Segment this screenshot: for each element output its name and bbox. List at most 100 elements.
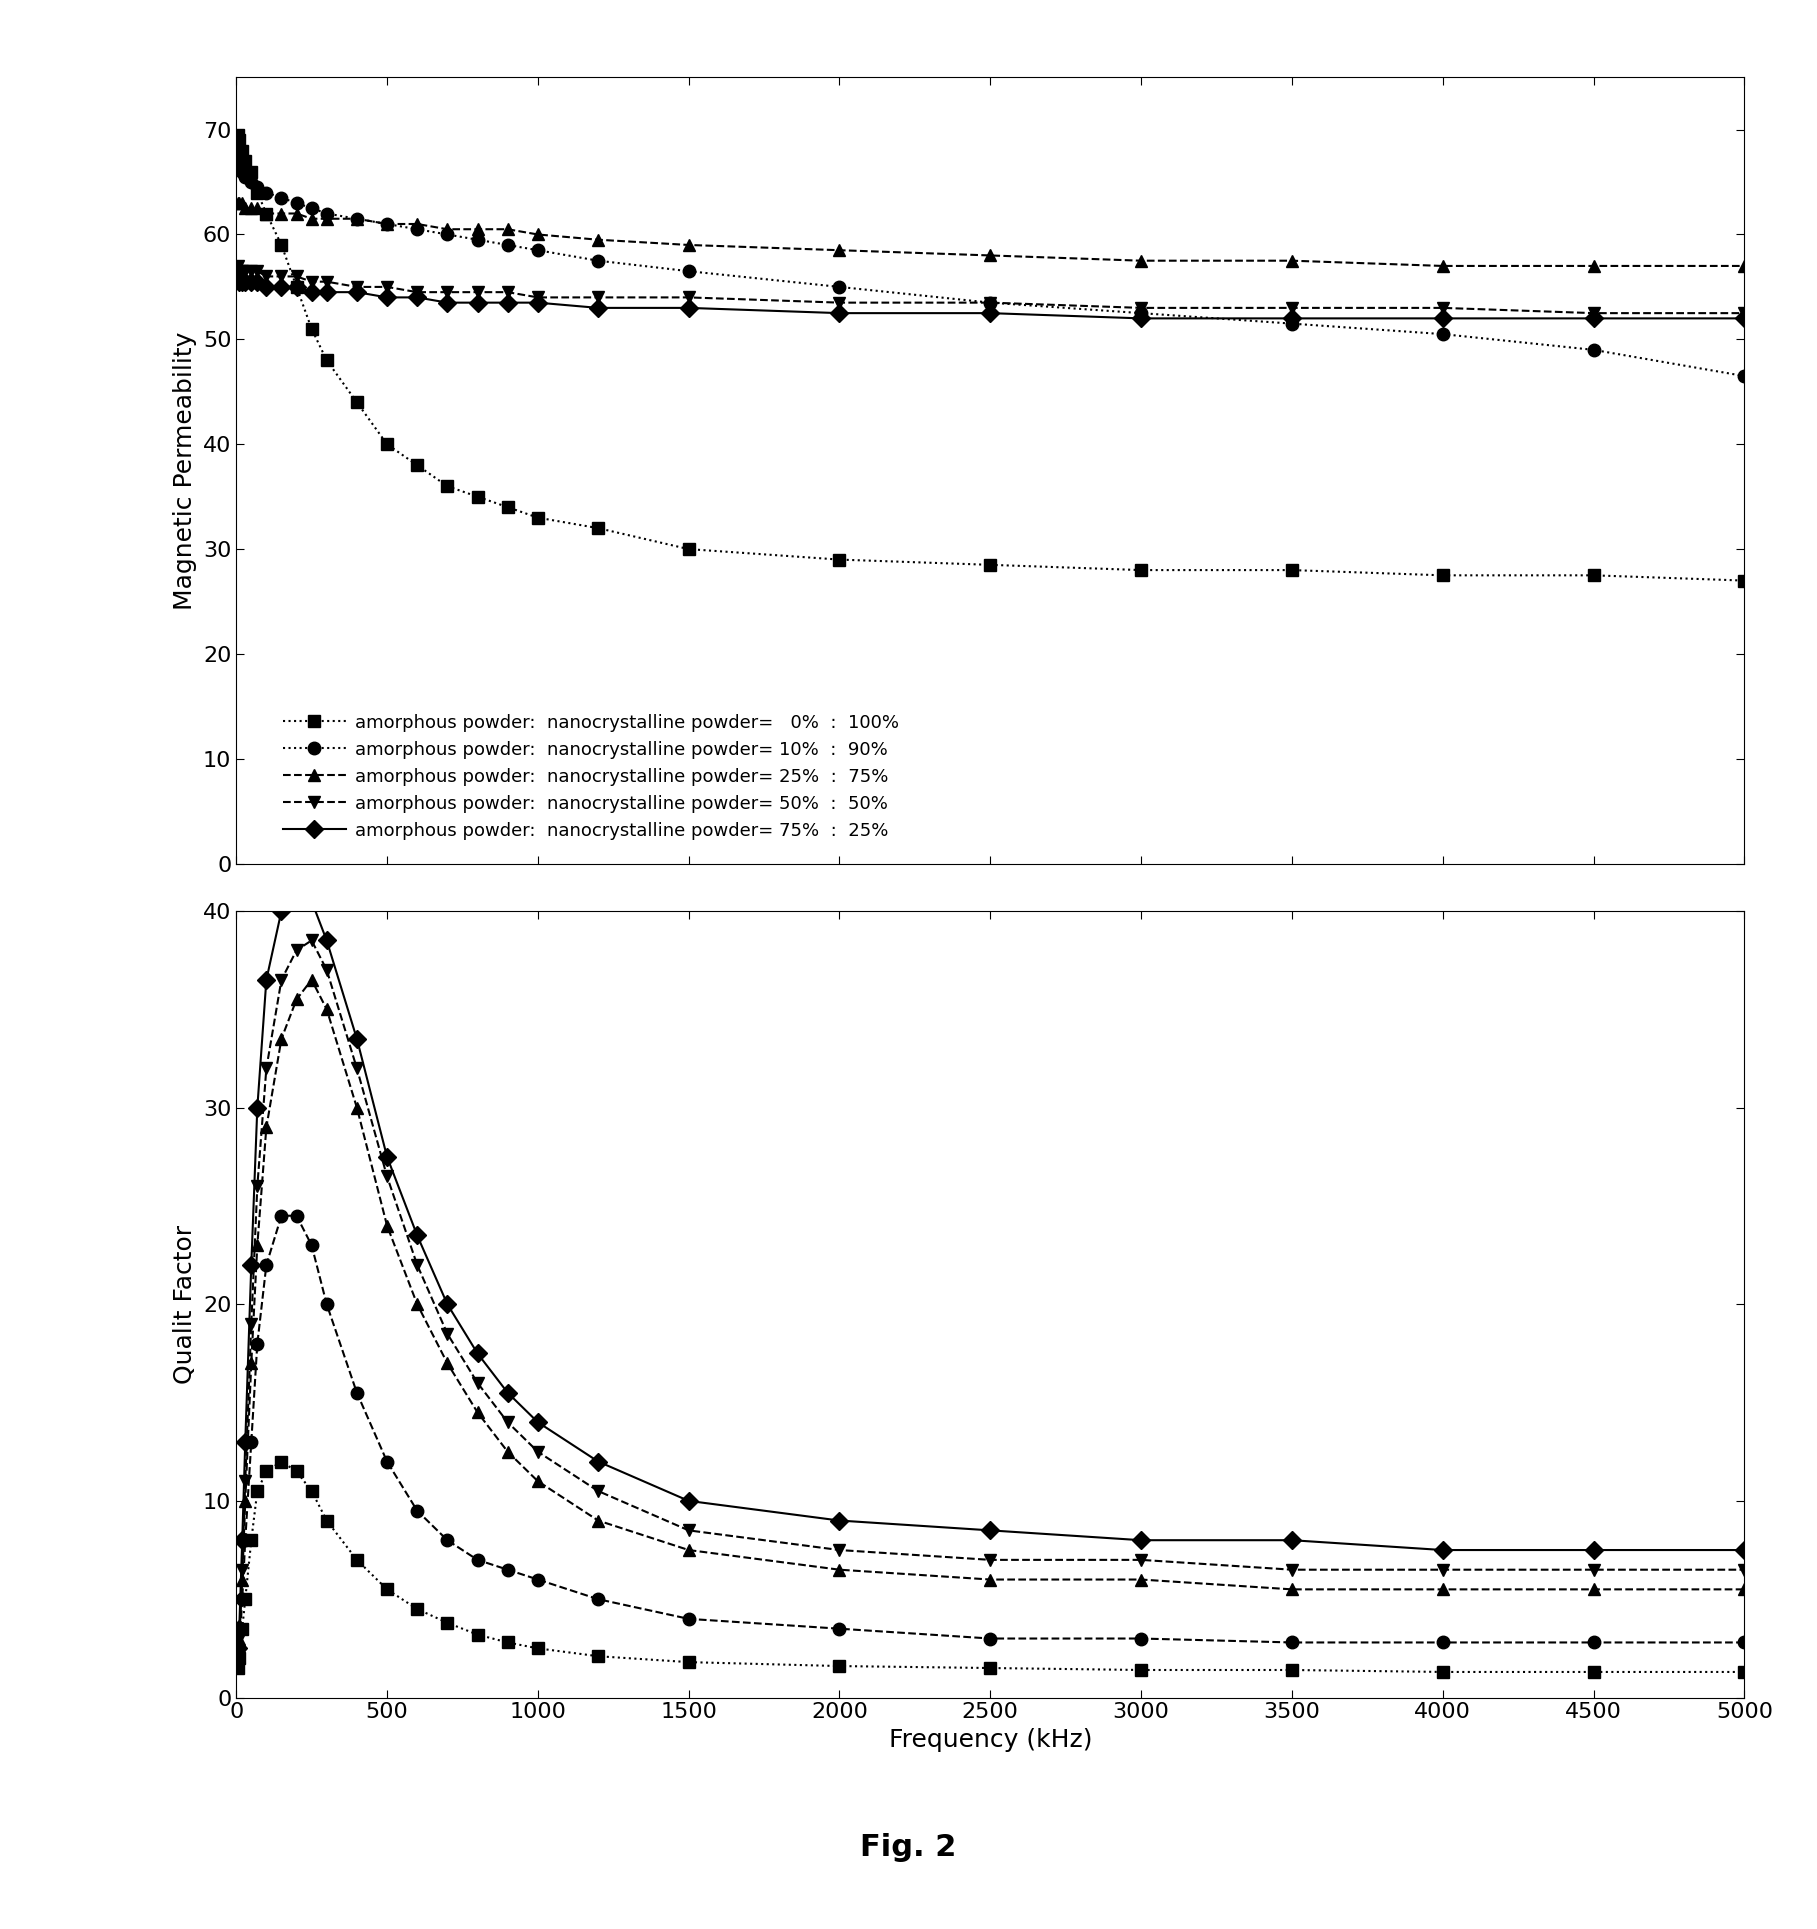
amorphous powder:  nanocrystalline powder=   0%  :  100%: (500, 40): nanocrystalline powder= 0% : 100%: (500,… <box>376 432 398 455</box>
amorphous powder:  nanocrystalline powder= 50%  :  50%: (900, 54.5): nanocrystalline powder= 50% : 50%: (900,… <box>496 280 518 303</box>
amorphous powder:  nanocrystalline powder= 25%  :  75%: (600, 61): nanocrystalline powder= 25% : 75%: (600,… <box>407 212 429 235</box>
amorphous powder:  nanocrystalline powder= 25%  :  75%: (2.5e+03, 58): nanocrystalline powder= 25% : 75%: (2.5e… <box>979 243 1001 266</box>
amorphous powder:  nanocrystalline powder= 50%  :  50%: (800, 54.5): nanocrystalline powder= 50% : 50%: (800,… <box>467 280 489 303</box>
amorphous powder:  nanocrystalline powder=   0%  :  100%: (1.2e+03, 32): nanocrystalline powder= 0% : 100%: (1.2e… <box>587 517 609 540</box>
amorphous powder:  nanocrystalline powder= 25%  :  75%: (150, 62): nanocrystalline powder= 25% : 75%: (150,… <box>271 203 293 226</box>
amorphous powder:  nanocrystalline powder= 50%  :  50%: (10, 56.5): nanocrystalline powder= 50% : 50%: (10, … <box>229 260 251 284</box>
amorphous powder:  nanocrystalline powder= 25%  :  75%: (300, 61.5): nanocrystalline powder= 25% : 75%: (300,… <box>316 206 338 230</box>
amorphous powder:  nanocrystalline powder= 10%  :  90%: (5, 67): nanocrystalline powder= 10% : 90%: (5, 6… <box>227 149 249 172</box>
amorphous powder:  nanocrystalline powder=   0%  :  100%: (1e+03, 33): nanocrystalline powder= 0% : 100%: (1e+0… <box>527 505 549 529</box>
amorphous powder:  nanocrystalline powder= 25%  :  75%: (4.5e+03, 57): nanocrystalline powder= 25% : 75%: (4.5e… <box>1583 255 1604 278</box>
amorphous powder:  nanocrystalline powder= 50%  :  50%: (2e+03, 53.5): nanocrystalline powder= 50% : 50%: (2e+0… <box>829 291 850 314</box>
amorphous powder:  nanocrystalline powder= 25%  :  75%: (200, 62): nanocrystalline powder= 25% : 75%: (200,… <box>285 203 307 226</box>
amorphous powder:  nanocrystalline powder= 10%  :  90%: (4.5e+03, 49): nanocrystalline powder= 10% : 90%: (4.5e… <box>1583 338 1604 361</box>
amorphous powder:  nanocrystalline powder= 75%  :  25%: (5, 56): nanocrystalline powder= 75% : 25%: (5, 5… <box>227 264 249 287</box>
amorphous powder:  nanocrystalline powder= 25%  :  75%: (250, 61.5): nanocrystalline powder= 25% : 75%: (250,… <box>302 206 323 230</box>
amorphous powder:  nanocrystalline powder= 75%  :  25%: (2.5e+03, 52.5): nanocrystalline powder= 75% : 25%: (2.5e… <box>979 301 1001 324</box>
amorphous powder:  nanocrystalline powder= 25%  :  75%: (30, 62.5): nanocrystalline powder= 25% : 75%: (30, … <box>234 197 256 220</box>
amorphous powder:  nanocrystalline powder= 10%  :  90%: (3e+03, 52.5): nanocrystalline powder= 10% : 90%: (3e+0… <box>1130 301 1152 324</box>
amorphous powder:  nanocrystalline powder=   0%  :  100%: (3.5e+03, 28): nanocrystalline powder= 0% : 100%: (3.5e… <box>1281 559 1303 583</box>
amorphous powder:  nanocrystalline powder= 50%  :  50%: (700, 54.5): nanocrystalline powder= 50% : 50%: (700,… <box>436 280 458 303</box>
amorphous powder:  nanocrystalline powder=   0%  :  100%: (150, 59): nanocrystalline powder= 0% : 100%: (150,… <box>271 233 293 257</box>
Line: amorphous powder:  nanocrystalline powder= 25%  :  75%: amorphous powder: nanocrystalline powder… <box>231 197 1750 272</box>
amorphous powder:  nanocrystalline powder= 75%  :  25%: (1.5e+03, 53): nanocrystalline powder= 75% : 25%: (1.5e… <box>678 297 700 320</box>
amorphous powder:  nanocrystalline powder= 50%  :  50%: (100, 56): nanocrystalline powder= 50% : 50%: (100,… <box>256 264 278 287</box>
amorphous powder:  nanocrystalline powder= 10%  :  90%: (50, 65): nanocrystalline powder= 10% : 90%: (50, … <box>240 170 262 193</box>
amorphous powder:  nanocrystalline powder=   0%  :  100%: (900, 34): nanocrystalline powder= 0% : 100%: (900,… <box>496 496 518 519</box>
amorphous powder:  nanocrystalline powder= 10%  :  90%: (20, 66): nanocrystalline powder= 10% : 90%: (20, … <box>231 160 253 183</box>
amorphous powder:  nanocrystalline powder= 75%  :  25%: (200, 55): nanocrystalline powder= 75% : 25%: (200,… <box>285 276 307 299</box>
amorphous powder:  nanocrystalline powder= 50%  :  50%: (4.5e+03, 52.5): nanocrystalline powder= 50% : 50%: (4.5e… <box>1583 301 1604 324</box>
amorphous powder:  nanocrystalline powder= 25%  :  75%: (70, 62.5): nanocrystalline powder= 25% : 75%: (70, … <box>247 197 269 220</box>
Y-axis label: Magnetic Permeability: Magnetic Permeability <box>173 332 198 610</box>
amorphous powder:  nanocrystalline powder= 25%  :  75%: (20, 63): nanocrystalline powder= 25% : 75%: (20, … <box>231 191 253 214</box>
amorphous powder:  nanocrystalline powder= 10%  :  90%: (2.5e+03, 53.5): nanocrystalline powder= 10% : 90%: (2.5e… <box>979 291 1001 314</box>
amorphous powder:  nanocrystalline powder= 10%  :  90%: (200, 63): nanocrystalline powder= 10% : 90%: (200,… <box>285 191 307 214</box>
amorphous powder:  nanocrystalline powder=   0%  :  100%: (1.5e+03, 30): nanocrystalline powder= 0% : 100%: (1.5e… <box>678 538 700 561</box>
amorphous powder:  nanocrystalline powder= 75%  :  25%: (900, 53.5): nanocrystalline powder= 75% : 25%: (900,… <box>496 291 518 314</box>
amorphous powder:  nanocrystalline powder= 75%  :  25%: (700, 53.5): nanocrystalline powder= 75% : 25%: (700,… <box>436 291 458 314</box>
amorphous powder:  nanocrystalline powder=   0%  :  100%: (250, 51): nanocrystalline powder= 0% : 100%: (250,… <box>302 316 323 340</box>
amorphous powder:  nanocrystalline powder= 75%  :  25%: (1.2e+03, 53): nanocrystalline powder= 75% : 25%: (1.2e… <box>587 297 609 320</box>
amorphous powder:  nanocrystalline powder= 10%  :  90%: (900, 59): nanocrystalline powder= 10% : 90%: (900,… <box>496 233 518 257</box>
amorphous powder:  nanocrystalline powder= 25%  :  75%: (3e+03, 57.5): nanocrystalline powder= 25% : 75%: (3e+0… <box>1130 249 1152 272</box>
amorphous powder:  nanocrystalline powder= 50%  :  50%: (5, 57): nanocrystalline powder= 50% : 50%: (5, 5… <box>227 255 249 278</box>
amorphous powder:  nanocrystalline powder= 25%  :  75%: (4e+03, 57): nanocrystalline powder= 25% : 75%: (4e+0… <box>1432 255 1454 278</box>
amorphous powder:  nanocrystalline powder= 75%  :  25%: (500, 54): nanocrystalline powder= 75% : 25%: (500,… <box>376 285 398 309</box>
amorphous powder:  nanocrystalline powder= 25%  :  75%: (50, 62.5): nanocrystalline powder= 25% : 75%: (50, … <box>240 197 262 220</box>
amorphous powder:  nanocrystalline powder=   0%  :  100%: (4e+03, 27.5): nanocrystalline powder= 0% : 100%: (4e+0… <box>1432 563 1454 586</box>
amorphous powder:  nanocrystalline powder= 10%  :  90%: (2e+03, 55): nanocrystalline powder= 10% : 90%: (2e+0… <box>829 276 850 299</box>
amorphous powder:  nanocrystalline powder= 25%  :  75%: (100, 62): nanocrystalline powder= 25% : 75%: (100,… <box>256 203 278 226</box>
amorphous powder:  nanocrystalline powder=   0%  :  100%: (10, 69): nanocrystalline powder= 0% : 100%: (10, … <box>229 129 251 152</box>
amorphous powder:  nanocrystalline powder=   0%  :  100%: (800, 35): nanocrystalline powder= 0% : 100%: (800,… <box>467 484 489 507</box>
amorphous powder:  nanocrystalline powder= 50%  :  50%: (400, 55): nanocrystalline powder= 50% : 50%: (400,… <box>345 276 367 299</box>
amorphous powder:  nanocrystalline powder= 10%  :  90%: (600, 60.5): nanocrystalline powder= 10% : 90%: (600,… <box>407 218 429 241</box>
amorphous powder:  nanocrystalline powder= 10%  :  90%: (10, 66.5): nanocrystalline powder= 10% : 90%: (10, … <box>229 154 251 177</box>
amorphous powder:  nanocrystalline powder= 75%  :  25%: (5e+03, 52): nanocrystalline powder= 75% : 25%: (5e+0… <box>1733 307 1755 330</box>
amorphous powder:  nanocrystalline powder= 75%  :  25%: (4e+03, 52): nanocrystalline powder= 75% : 25%: (4e+0… <box>1432 307 1454 330</box>
amorphous powder:  nanocrystalline powder= 10%  :  90%: (3.5e+03, 51.5): nanocrystalline powder= 10% : 90%: (3.5e… <box>1281 312 1303 336</box>
amorphous powder:  nanocrystalline powder= 50%  :  50%: (5e+03, 52.5): nanocrystalline powder= 50% : 50%: (5e+0… <box>1733 301 1755 324</box>
amorphous powder:  nanocrystalline powder= 25%  :  75%: (400, 61.5): nanocrystalline powder= 25% : 75%: (400,… <box>345 206 367 230</box>
amorphous powder:  nanocrystalline powder= 25%  :  75%: (1.2e+03, 59.5): nanocrystalline powder= 25% : 75%: (1.2e… <box>587 228 609 251</box>
amorphous powder:  nanocrystalline powder=   0%  :  100%: (600, 38): nanocrystalline powder= 0% : 100%: (600,… <box>407 453 429 476</box>
amorphous powder:  nanocrystalline powder= 75%  :  25%: (3e+03, 52): nanocrystalline powder= 75% : 25%: (3e+0… <box>1130 307 1152 330</box>
amorphous powder:  nanocrystalline powder=   0%  :  100%: (4.5e+03, 27.5): nanocrystalline powder= 0% : 100%: (4.5e… <box>1583 563 1604 586</box>
amorphous powder:  nanocrystalline powder= 75%  :  25%: (20, 55.5): nanocrystalline powder= 75% : 25%: (20, … <box>231 270 253 293</box>
amorphous powder:  nanocrystalline powder= 75%  :  25%: (3.5e+03, 52): nanocrystalline powder= 75% : 25%: (3.5e… <box>1281 307 1303 330</box>
amorphous powder:  nanocrystalline powder=   0%  :  100%: (3e+03, 28): nanocrystalline powder= 0% : 100%: (3e+0… <box>1130 559 1152 583</box>
amorphous powder:  nanocrystalline powder= 50%  :  50%: (250, 55.5): nanocrystalline powder= 50% : 50%: (250,… <box>302 270 323 293</box>
amorphous powder:  nanocrystalline powder=   0%  :  100%: (300, 48): nanocrystalline powder= 0% : 100%: (300,… <box>316 349 338 372</box>
amorphous powder:  nanocrystalline powder= 75%  :  25%: (1e+03, 53.5): nanocrystalline powder= 75% : 25%: (1e+0… <box>527 291 549 314</box>
amorphous powder:  nanocrystalline powder= 75%  :  25%: (50, 55.5): nanocrystalline powder= 75% : 25%: (50, … <box>240 270 262 293</box>
amorphous powder:  nanocrystalline powder= 75%  :  25%: (150, 55): nanocrystalline powder= 75% : 25%: (150,… <box>271 276 293 299</box>
Text: Fig. 2: Fig. 2 <box>859 1833 958 1861</box>
amorphous powder:  nanocrystalline powder= 50%  :  50%: (200, 56): nanocrystalline powder= 50% : 50%: (200,… <box>285 264 307 287</box>
amorphous powder:  nanocrystalline powder= 10%  :  90%: (100, 64): nanocrystalline powder= 10% : 90%: (100,… <box>256 181 278 204</box>
amorphous powder:  nanocrystalline powder=   0%  :  100%: (400, 44): nanocrystalline powder= 0% : 100%: (400,… <box>345 392 367 415</box>
amorphous powder:  nanocrystalline powder= 10%  :  90%: (30, 65.5): nanocrystalline powder= 10% : 90%: (30, … <box>234 166 256 189</box>
amorphous powder:  nanocrystalline powder=   0%  :  100%: (20, 68): nanocrystalline powder= 0% : 100%: (20, … <box>231 139 253 162</box>
amorphous powder:  nanocrystalline powder= 50%  :  50%: (2.5e+03, 53.5): nanocrystalline powder= 50% : 50%: (2.5e… <box>979 291 1001 314</box>
amorphous powder:  nanocrystalline powder= 50%  :  50%: (50, 56.5): nanocrystalline powder= 50% : 50%: (50, … <box>240 260 262 284</box>
Legend: amorphous powder:  nanocrystalline powder=   0%  :  100%, amorphous powder:  nan: amorphous powder: nanocrystalline powder… <box>276 706 907 847</box>
amorphous powder:  nanocrystalline powder= 10%  :  90%: (800, 59.5): nanocrystalline powder= 10% : 90%: (800,… <box>467 228 489 251</box>
amorphous powder:  nanocrystalline powder= 50%  :  50%: (30, 56.5): nanocrystalline powder= 50% : 50%: (30, … <box>234 260 256 284</box>
amorphous powder:  nanocrystalline powder= 50%  :  50%: (300, 55.5): nanocrystalline powder= 50% : 50%: (300,… <box>316 270 338 293</box>
amorphous powder:  nanocrystalline powder= 10%  :  90%: (70, 64.5): nanocrystalline powder= 10% : 90%: (70, … <box>247 176 269 199</box>
amorphous powder:  nanocrystalline powder= 10%  :  90%: (1.2e+03, 57.5): nanocrystalline powder= 10% : 90%: (1.2e… <box>587 249 609 272</box>
Line: amorphous powder:  nanocrystalline powder= 50%  :  50%: amorphous powder: nanocrystalline powder… <box>231 260 1750 320</box>
amorphous powder:  nanocrystalline powder=   0%  :  100%: (50, 66): nanocrystalline powder= 0% : 100%: (50, … <box>240 160 262 183</box>
amorphous powder:  nanocrystalline powder= 75%  :  25%: (100, 55): nanocrystalline powder= 75% : 25%: (100,… <box>256 276 278 299</box>
amorphous powder:  nanocrystalline powder= 25%  :  75%: (3.5e+03, 57.5): nanocrystalline powder= 25% : 75%: (3.5e… <box>1281 249 1303 272</box>
amorphous powder:  nanocrystalline powder= 25%  :  75%: (5, 63): nanocrystalline powder= 25% : 75%: (5, 6… <box>227 191 249 214</box>
Line: amorphous powder:  nanocrystalline powder=   0%  :  100%: amorphous powder: nanocrystalline powder… <box>231 129 1750 586</box>
amorphous powder:  nanocrystalline powder= 25%  :  75%: (800, 60.5): nanocrystalline powder= 25% : 75%: (800,… <box>467 218 489 241</box>
amorphous powder:  nanocrystalline powder= 75%  :  25%: (800, 53.5): nanocrystalline powder= 75% : 25%: (800,… <box>467 291 489 314</box>
amorphous powder:  nanocrystalline powder= 10%  :  90%: (300, 62): nanocrystalline powder= 10% : 90%: (300,… <box>316 203 338 226</box>
amorphous powder:  nanocrystalline powder= 25%  :  75%: (5e+03, 57): nanocrystalline powder= 25% : 75%: (5e+0… <box>1733 255 1755 278</box>
amorphous powder:  nanocrystalline powder= 25%  :  75%: (700, 60.5): nanocrystalline powder= 25% : 75%: (700,… <box>436 218 458 241</box>
amorphous powder:  nanocrystalline powder=   0%  :  100%: (70, 64): nanocrystalline powder= 0% : 100%: (70, … <box>247 181 269 204</box>
amorphous powder:  nanocrystalline powder=   0%  :  100%: (5e+03, 27): nanocrystalline powder= 0% : 100%: (5e+0… <box>1733 569 1755 592</box>
amorphous powder:  nanocrystalline powder= 50%  :  50%: (1.2e+03, 54): nanocrystalline powder= 50% : 50%: (1.2e… <box>587 285 609 309</box>
